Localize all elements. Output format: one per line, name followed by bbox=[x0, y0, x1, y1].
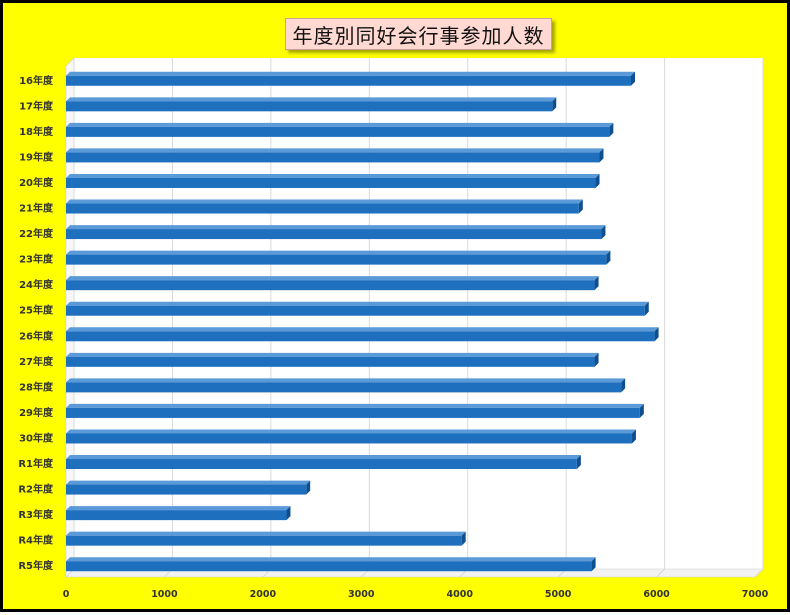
bar-top bbox=[66, 225, 606, 230]
bar-top bbox=[66, 531, 466, 536]
bar-end bbox=[609, 122, 614, 137]
y-tick-label: 29年度 bbox=[19, 406, 54, 419]
bar-end bbox=[601, 225, 606, 240]
bar bbox=[66, 177, 596, 188]
gridline-floor bbox=[656, 568, 665, 578]
bar bbox=[66, 254, 607, 265]
chart-title: 年度別同好会行事参加人数 bbox=[285, 18, 552, 50]
bar-top bbox=[66, 403, 644, 408]
gridline-floor bbox=[754, 568, 764, 578]
y-tick-label: 23年度 bbox=[19, 253, 54, 266]
bar-top bbox=[66, 352, 599, 357]
bar bbox=[66, 356, 595, 367]
bar bbox=[66, 484, 307, 495]
bar-top bbox=[66, 122, 614, 127]
bar-end bbox=[639, 403, 644, 418]
bar bbox=[66, 561, 592, 572]
bar-top bbox=[66, 276, 599, 281]
bar-top bbox=[66, 301, 649, 306]
bar-end bbox=[599, 148, 604, 163]
y-tick-label: 16年度 bbox=[19, 74, 54, 87]
y-tick-label: 26年度 bbox=[19, 329, 54, 342]
bar-end bbox=[606, 250, 611, 265]
bar-top bbox=[66, 327, 659, 332]
bar-top bbox=[66, 148, 604, 153]
bar-top bbox=[66, 480, 311, 485]
y-tick-label: 22年度 bbox=[19, 227, 54, 240]
y-tick-label: 18年度 bbox=[19, 125, 54, 138]
bar-top bbox=[66, 71, 635, 76]
bar-end bbox=[595, 173, 600, 188]
bar-top bbox=[66, 455, 581, 460]
y-tick-label: 21年度 bbox=[19, 202, 54, 215]
y-tick-label: 17年度 bbox=[19, 99, 54, 112]
x-tick-label: 4000 bbox=[446, 589, 473, 600]
bar bbox=[66, 126, 610, 137]
x-tick-label: 1000 bbox=[151, 589, 178, 600]
y-tick-label: 28年度 bbox=[19, 380, 54, 393]
y-tick-label: R1年度 bbox=[18, 457, 54, 470]
bar bbox=[66, 459, 577, 470]
bar bbox=[66, 535, 462, 546]
bar bbox=[66, 229, 602, 240]
bar-top bbox=[66, 173, 600, 178]
y-tick-label: R3年度 bbox=[18, 508, 54, 521]
y-tick-label: R5年度 bbox=[18, 559, 54, 572]
bar-end bbox=[461, 531, 466, 546]
bar-end bbox=[591, 557, 596, 572]
bar bbox=[66, 280, 595, 291]
bar-end bbox=[644, 301, 649, 316]
bar bbox=[66, 305, 645, 316]
bar-end bbox=[578, 199, 583, 214]
x-tick-label: 0 bbox=[63, 589, 70, 600]
y-tick-label: R2年度 bbox=[18, 483, 54, 496]
bar-end bbox=[654, 327, 659, 342]
bar bbox=[66, 433, 632, 444]
bar-end bbox=[306, 480, 311, 495]
bar bbox=[66, 331, 655, 342]
x-tick-label: 7000 bbox=[742, 589, 769, 600]
bar bbox=[66, 152, 600, 163]
x-tick-label: 2000 bbox=[250, 589, 277, 600]
y-tick-label: R4年度 bbox=[18, 534, 54, 547]
bar-end bbox=[552, 97, 557, 112]
bar-top bbox=[66, 199, 583, 204]
y-tick-label: 30年度 bbox=[19, 431, 54, 444]
bar-end bbox=[594, 276, 599, 291]
bar-top bbox=[66, 97, 557, 102]
bar bbox=[66, 75, 631, 86]
bar bbox=[66, 510, 287, 521]
y-tick-label: 25年度 bbox=[19, 304, 54, 317]
y-tick-label: 24年度 bbox=[19, 278, 54, 291]
x-tick-label: 6000 bbox=[643, 589, 670, 600]
bar-top bbox=[66, 378, 626, 383]
bar-chart: 16年度 17年度 18年度 19年度 20年度 21年度 22年度 23年度 24年度 25年度… bbox=[18, 57, 769, 600]
bar-end bbox=[630, 71, 635, 86]
y-tick-label: 19年度 bbox=[19, 150, 54, 163]
bar bbox=[66, 407, 640, 418]
bar-end bbox=[594, 352, 599, 367]
x-tick-label: 3000 bbox=[348, 589, 375, 600]
bar-end bbox=[576, 455, 581, 470]
bar-top bbox=[66, 250, 611, 255]
bar-top bbox=[66, 506, 291, 511]
y-tick-label: 20年度 bbox=[19, 176, 54, 189]
bar-end bbox=[621, 378, 626, 393]
bar bbox=[66, 101, 553, 112]
bar-end bbox=[631, 429, 636, 444]
bar-top bbox=[66, 429, 636, 434]
bar-top bbox=[66, 557, 596, 562]
bar bbox=[66, 382, 622, 393]
bar bbox=[66, 203, 579, 214]
bar-end bbox=[286, 506, 291, 521]
y-tick-label: 27年度 bbox=[19, 355, 54, 368]
x-tick-label: 5000 bbox=[545, 589, 572, 600]
